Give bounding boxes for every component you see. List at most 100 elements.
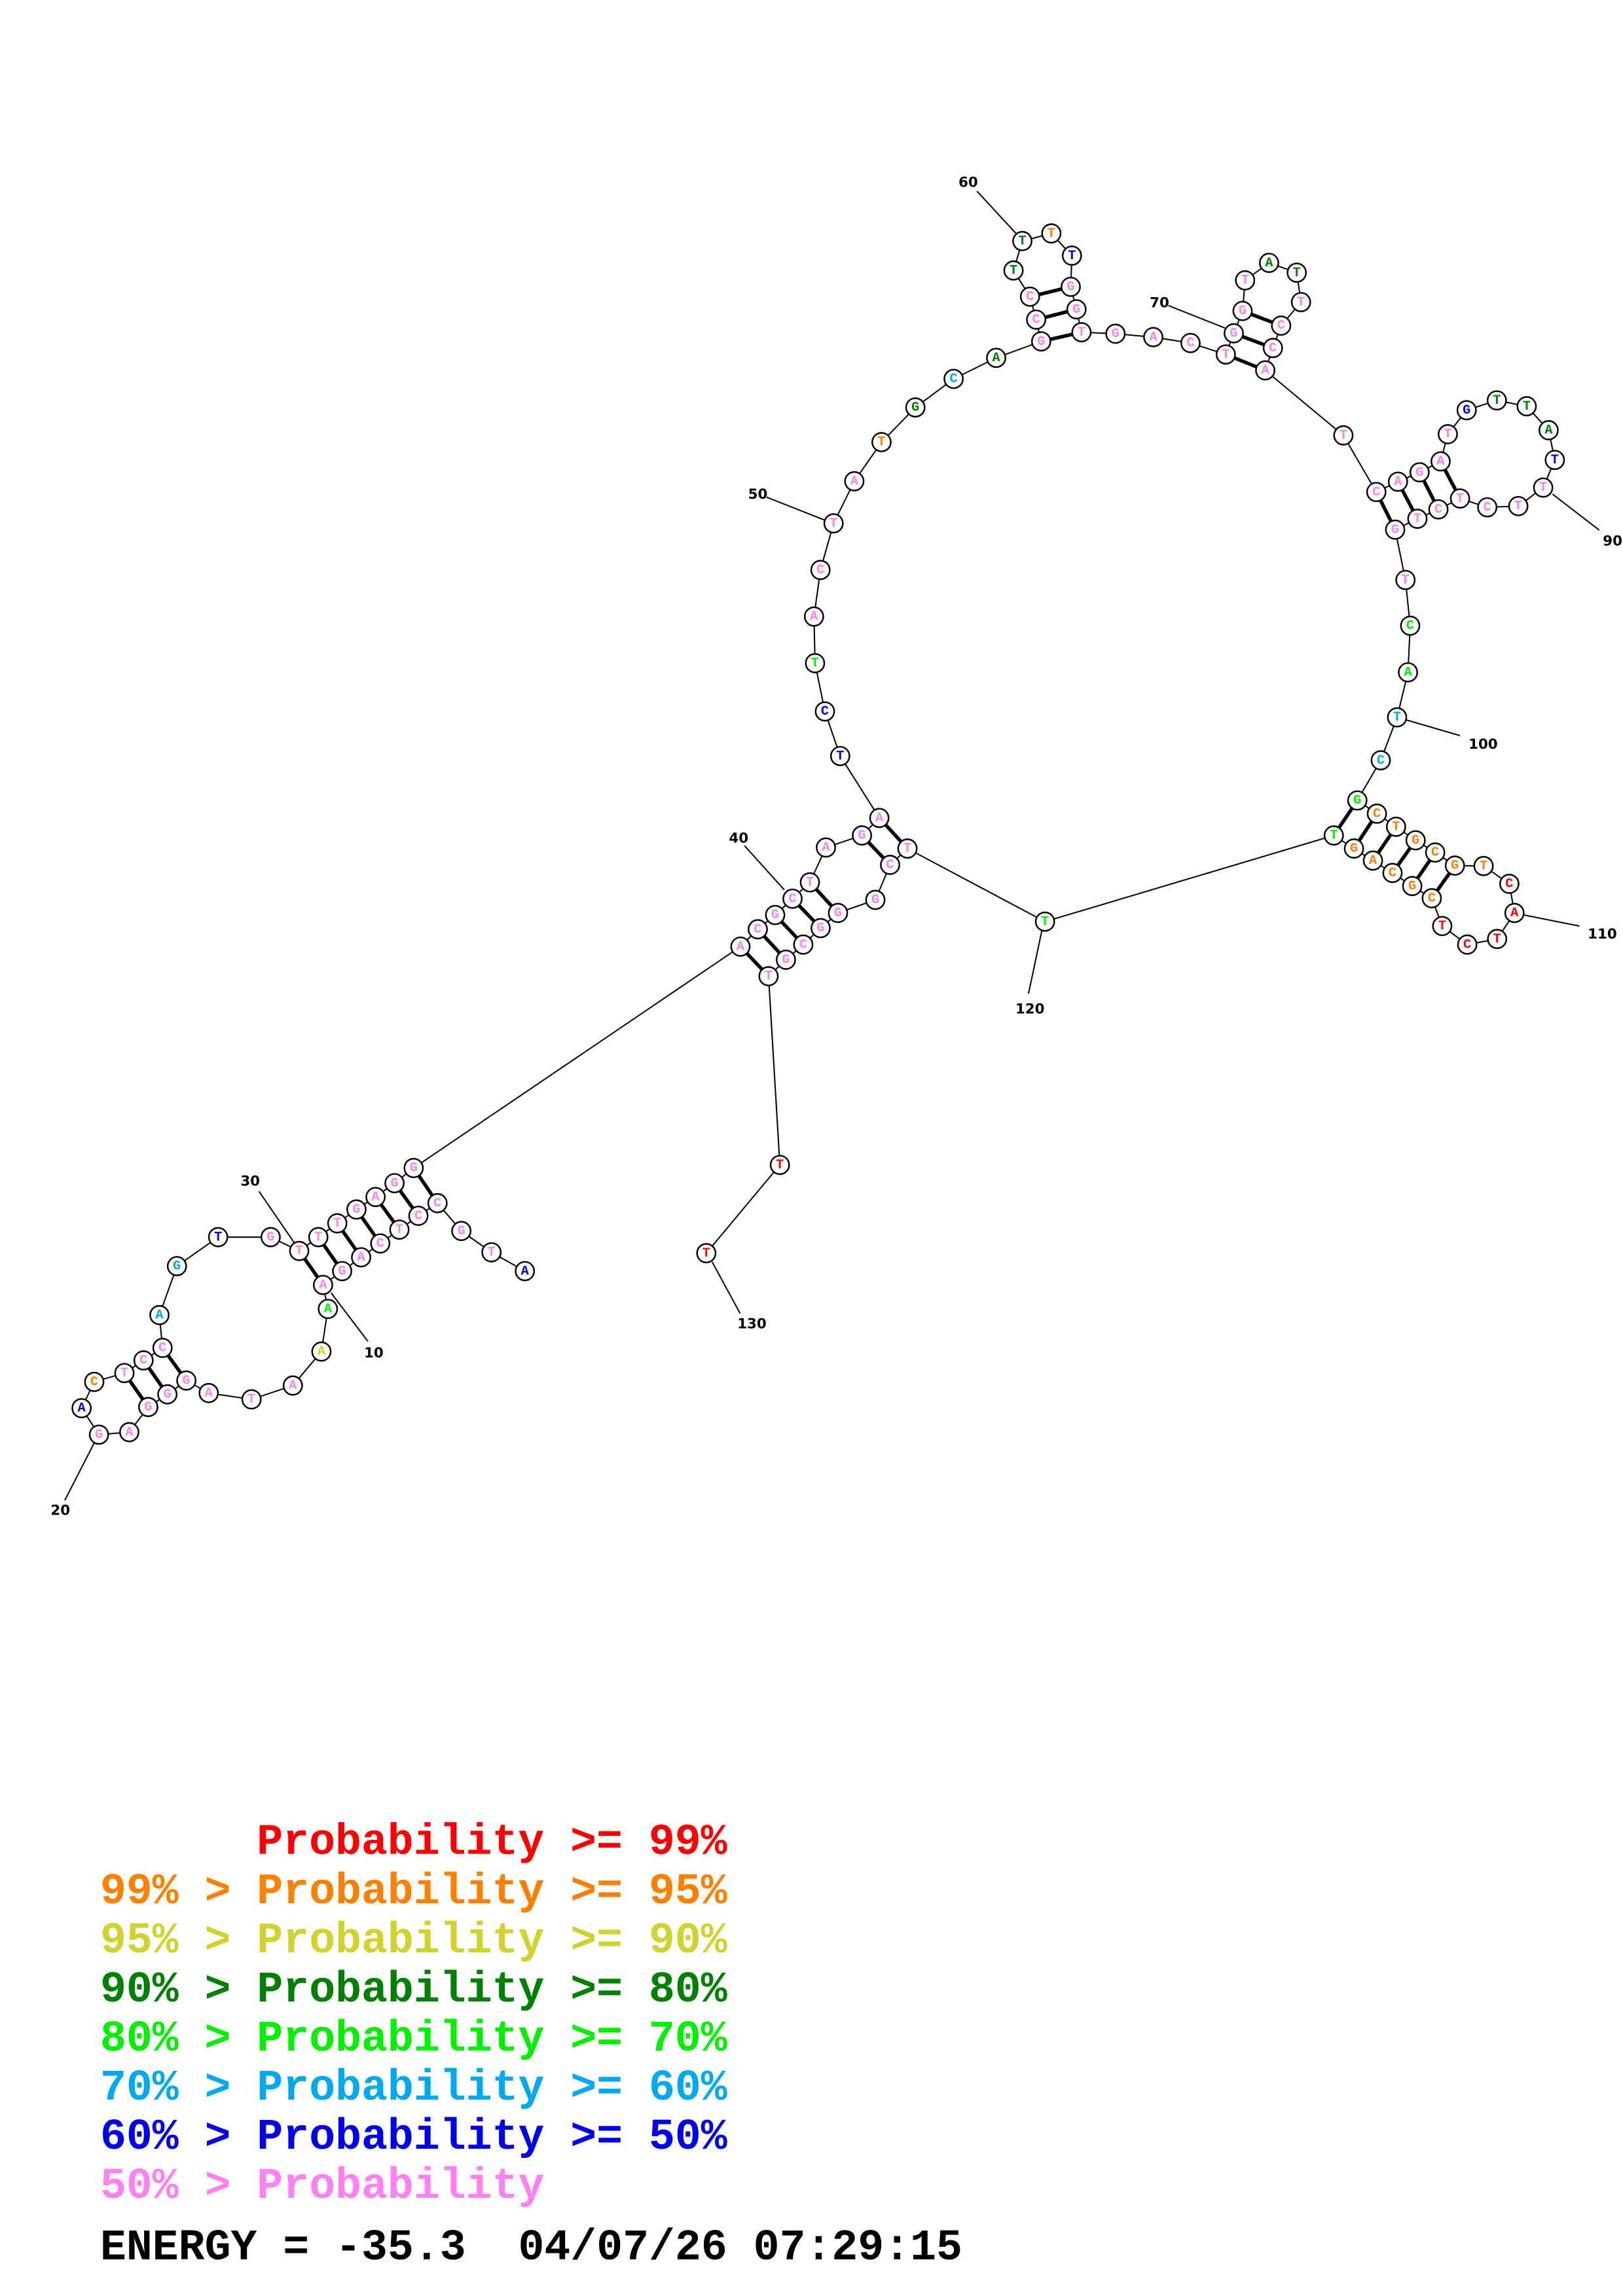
nucleotide-circle [1224,323,1244,344]
nucleotide: G [776,949,796,970]
nucleotide-base: T [1068,249,1076,264]
nucleotide-circle [1477,497,1498,518]
nucleotide: T [1286,262,1307,283]
nucleotide: G [905,397,926,418]
nucleotide-base: A [1265,256,1273,271]
nucleotide-base: T [1048,226,1055,242]
base-pair-bond [745,952,764,971]
nucleotide: G [1456,400,1477,421]
nucleotide-circle [157,1384,178,1405]
nucleotide-base: G [771,908,779,923]
position-tick [1406,719,1461,736]
nucleotide: T [1395,569,1416,590]
nucleotide-base: T [877,435,885,450]
nucleotide-base: G [858,829,866,844]
energy-value: -35.3 [335,2223,466,2272]
nucleotide-base: T [314,1230,322,1245]
base-pair-bond [1357,820,1374,842]
nucleotide-circle [370,1233,391,1254]
legend-prefix: 70% > [100,2064,257,2113]
nucleotide: G [1105,323,1126,344]
nucleotide: T [481,1242,502,1263]
nucleotide: C [408,1206,429,1226]
nucleotide-circle [1425,842,1446,863]
nucleotide-base: A [822,840,830,855]
legend-text: Probability >= 80% [257,1965,727,2015]
position-number: 120 [1015,1001,1045,1017]
nucleotide: G [865,889,886,910]
nucleotide: C [782,888,803,909]
nucleotide: G [166,1256,187,1276]
nucleotide: G [1343,838,1364,859]
nucleotide: T [208,1227,228,1247]
base-pair-bond [1049,332,1073,342]
energy-label: ENERGY = [100,2223,335,2272]
nucleotide: T [696,1243,717,1264]
nucleotide: T [1071,322,1092,343]
nucleotide-circle [1333,425,1354,446]
base-pair-bond [1241,334,1265,347]
nucleotide: G [1347,790,1368,811]
nucleotide: C [152,1338,173,1358]
legend-line-4: 80% > Probability >= 70% [100,2015,727,2064]
position-tick [976,190,1017,234]
nucleotide-circle [811,918,831,939]
nucleotide-base: A [205,1386,213,1401]
legend-text: Probability >= 90% [257,1916,727,1965]
base-pair-bond [814,888,833,908]
nucleotide: G [332,1261,353,1282]
position-tick [258,1191,295,1244]
nucleotide-circle [816,837,836,858]
nucleotide-circle [871,432,892,452]
nucleotide-base: G [1412,833,1419,848]
nucleotide-base: T [1514,499,1522,514]
nucleotide-base: C [1484,500,1491,515]
nucleotide-circle [408,1206,429,1226]
base-pair-bond [166,1354,183,1374]
nucleotide: T [1473,855,1494,876]
nucleotide: T [289,1240,310,1261]
nucleotide-circle [1041,223,1062,244]
nucleotide-circle [765,905,786,925]
position-number: 50 [748,486,768,503]
nucleotide-base: T [295,1244,303,1259]
base-pair-bond [322,1244,338,1265]
nucleotide-circle [1508,495,1529,516]
nucleotide: A [1362,850,1383,871]
nucleotide: G [138,1397,158,1418]
nucleotide-circle [1071,322,1092,343]
nucleotide-base: G [1353,793,1361,808]
nucleotide-base: G [338,1264,346,1279]
nucleotide-base: C [1186,336,1194,351]
nucleotide-circle [1180,332,1201,353]
nucleotide-base: G [1037,334,1045,350]
nucleotide: C [1019,286,1040,307]
nucleotide-base: T [1340,428,1347,443]
nucleotide-circle [451,1221,472,1242]
nucleotide-circle [1061,245,1082,266]
position-number: 90 [1603,533,1622,550]
nucleotide: T [1333,425,1354,446]
nucleotide: C [943,368,964,389]
nucleotide-base: C [821,704,829,719]
nucleotide-circle [748,919,768,940]
nucleotide-base: G [183,1373,191,1388]
base-pair-bond [1415,859,1432,880]
nucleotide: T [1432,916,1453,937]
nucleotide-circle [149,1304,170,1325]
nucleotide-circle [1347,790,1368,811]
nucleotide: G [1409,462,1430,482]
base-pair-bond [1044,310,1068,319]
nucleotide: T [1290,292,1311,312]
nucleotide-circle [1516,396,1537,417]
nucleotide: T [241,1389,262,1410]
nucleotide: G [1385,519,1406,540]
legend-text: Probability >= 50% [257,2113,727,2162]
position-number: 40 [729,831,748,847]
nucleotide-circle [758,966,779,986]
nucleotide-base: G [352,1202,360,1217]
nucleotide-base: T [1480,859,1487,874]
nucleotide-circle [427,1193,448,1213]
nucleotide-circle [844,471,865,492]
nucleotide: C [1477,497,1498,518]
